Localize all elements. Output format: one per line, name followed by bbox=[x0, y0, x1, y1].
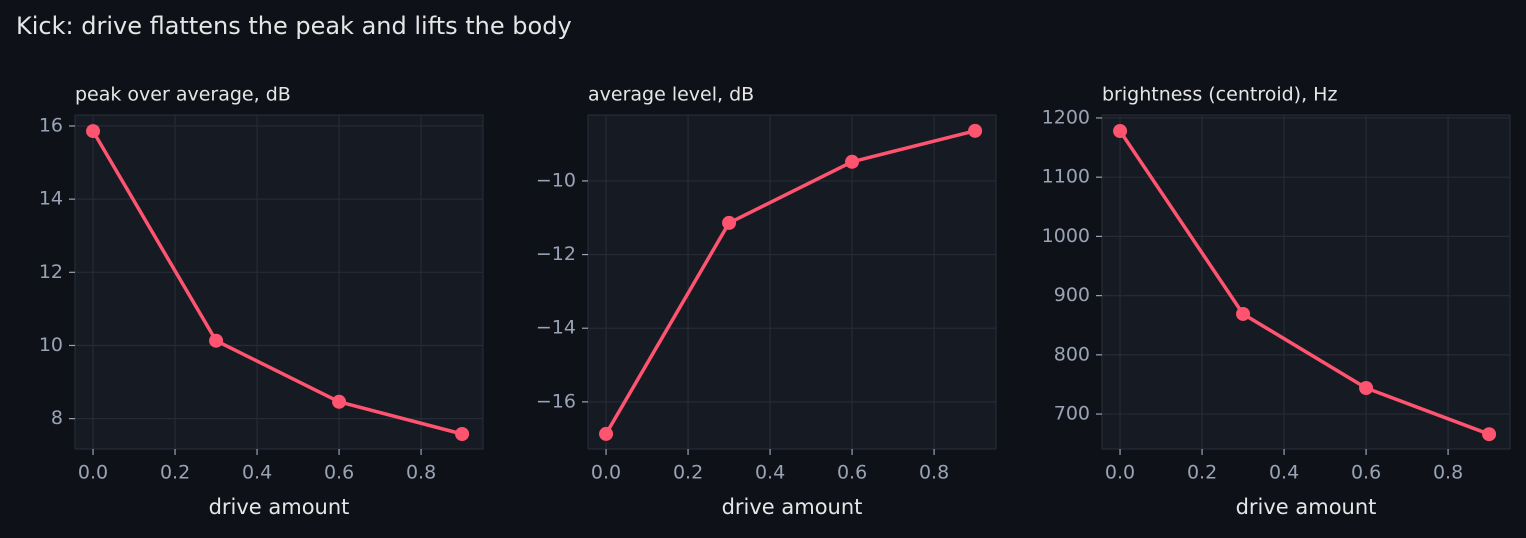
x-tick-label: 0.6 bbox=[324, 462, 354, 484]
y-tick-label: −10 bbox=[536, 169, 576, 191]
y-tick-label: −12 bbox=[536, 243, 576, 265]
plot-area bbox=[587, 114, 997, 450]
x-tick-label: 0.6 bbox=[837, 462, 867, 484]
y-tick-label: 1200 bbox=[1042, 106, 1090, 128]
x-tick-label: 0.6 bbox=[1351, 462, 1381, 484]
data-point bbox=[1359, 381, 1374, 396]
data-point bbox=[1482, 427, 1497, 442]
x-tick-label: 0.2 bbox=[160, 462, 190, 484]
data-point bbox=[722, 215, 737, 230]
y-tick-label: −14 bbox=[536, 317, 576, 339]
subplot-title: peak over average, dB bbox=[75, 84, 291, 106]
y-tick-label: 16 bbox=[39, 114, 63, 136]
plot-area bbox=[74, 114, 484, 450]
data-line bbox=[604, 129, 976, 435]
data-point bbox=[1113, 123, 1128, 138]
x-tick-label: 0.4 bbox=[755, 462, 785, 484]
y-tick-label: 14 bbox=[39, 188, 63, 210]
x-tick-label: 0.2 bbox=[1187, 462, 1217, 484]
x-axis-label: drive amount bbox=[209, 495, 350, 519]
y-tick-label: 900 bbox=[1054, 284, 1090, 306]
subplot-title: brightness (centroid), Hz bbox=[1102, 84, 1337, 106]
x-tick-label: 0.0 bbox=[78, 462, 108, 484]
x-axis-label: drive amount bbox=[722, 495, 863, 519]
y-tick-label: −16 bbox=[536, 390, 576, 412]
data-line bbox=[91, 130, 463, 436]
y-tick-label: 800 bbox=[1054, 343, 1090, 365]
data-point bbox=[599, 426, 614, 441]
y-tick-label: 700 bbox=[1054, 403, 1090, 425]
data-point bbox=[455, 427, 470, 442]
y-tick-label: 10 bbox=[39, 334, 63, 356]
x-tick-label: 0.8 bbox=[406, 462, 436, 484]
x-tick-label: 0.0 bbox=[1105, 462, 1135, 484]
x-tick-label: 0.0 bbox=[591, 462, 621, 484]
data-line bbox=[1118, 130, 1490, 436]
y-tick-label: 1100 bbox=[1042, 166, 1090, 188]
subplot-title: average level, dB bbox=[588, 84, 754, 106]
x-tick-label: 0.8 bbox=[919, 462, 949, 484]
x-tick-label: 0.4 bbox=[242, 462, 272, 484]
data-point bbox=[968, 123, 983, 138]
x-tick-label: 0.4 bbox=[1269, 462, 1299, 484]
data-point bbox=[845, 154, 860, 169]
plot-area bbox=[1101, 114, 1511, 450]
data-point bbox=[209, 333, 224, 348]
data-point bbox=[332, 394, 347, 409]
x-tick-label: 0.8 bbox=[1433, 462, 1463, 484]
figure-title: Kick: drive flattens the peak and lifts … bbox=[16, 12, 572, 40]
x-tick-label: 0.2 bbox=[673, 462, 703, 484]
y-tick-label: 8 bbox=[51, 407, 63, 429]
y-tick-label: 1000 bbox=[1042, 225, 1090, 247]
data-point bbox=[1236, 306, 1251, 321]
y-tick-label: 12 bbox=[39, 261, 63, 283]
data-point bbox=[86, 124, 101, 139]
x-axis-label: drive amount bbox=[1236, 495, 1377, 519]
